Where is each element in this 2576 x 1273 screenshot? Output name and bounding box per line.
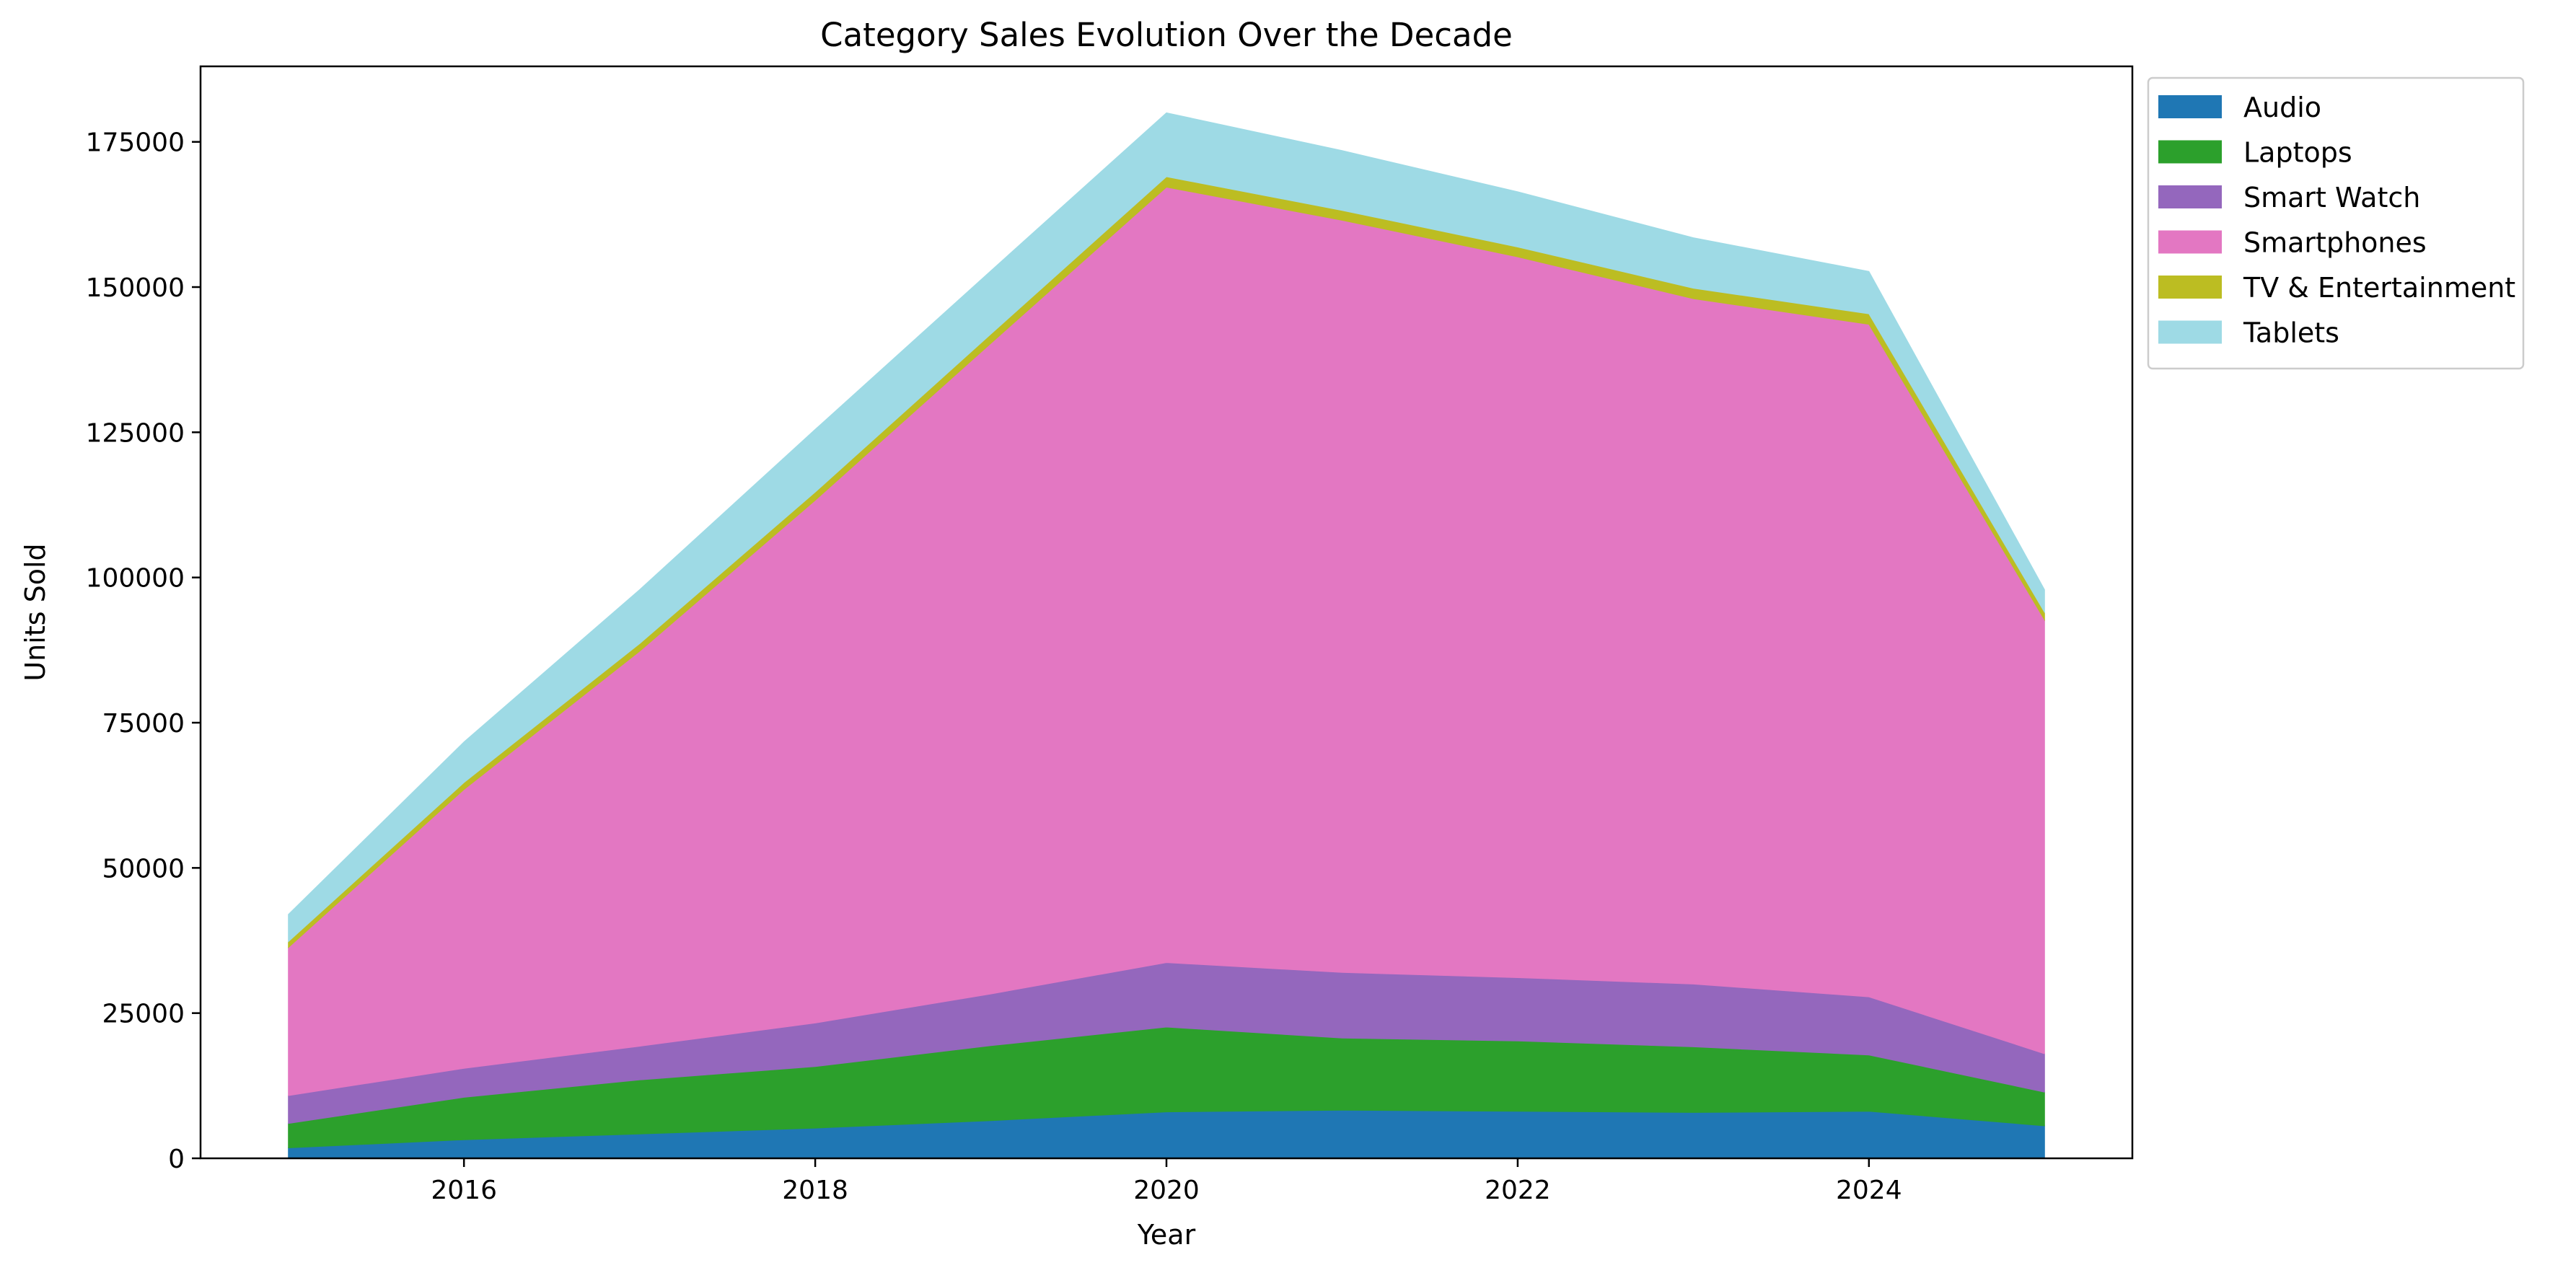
y-tick-label: 75000 xyxy=(102,709,185,739)
y-tick-label: 125000 xyxy=(86,418,185,448)
legend-label-tablets: Tablets xyxy=(2243,317,2339,349)
x-tick-label: 2018 xyxy=(782,1176,848,1205)
area-layers xyxy=(288,112,2045,1159)
legend-swatch-tablets xyxy=(2158,320,2222,344)
legend-swatch-smart-watch xyxy=(2158,185,2222,208)
x-axis: 2016 2018 2020 2022 2024 xyxy=(431,1158,1902,1205)
x-tick-label: 2016 xyxy=(431,1176,497,1205)
legend-swatch-smartphones xyxy=(2158,230,2222,254)
legend-frame xyxy=(2147,76,2525,370)
legend-label-smart-watch: Smart Watch xyxy=(2243,182,2420,213)
legend-label-tv-and-entertainment: TV & Entertainment xyxy=(2243,272,2515,304)
area-tablets xyxy=(288,112,2045,943)
x-axis-label: Year xyxy=(1137,1219,1196,1251)
y-tick-label: 0 xyxy=(168,1145,185,1174)
x-tick-label: 2022 xyxy=(1485,1176,1551,1205)
legend-label-audio: Audio xyxy=(2243,92,2321,123)
chart-title: Category Sales Evolution Over the Decade xyxy=(820,16,1513,54)
legend: Audio Laptops Smart Watch Smartphones TV & E… xyxy=(2147,76,2525,370)
y-tick-label: 25000 xyxy=(102,1000,185,1029)
x-tick-label: 2024 xyxy=(1836,1176,1902,1205)
y-tick-label: 150000 xyxy=(86,273,185,303)
y-tick-label: 175000 xyxy=(86,128,185,158)
x-tick-label: 2020 xyxy=(1133,1176,1200,1205)
y-tick-label: 100000 xyxy=(86,564,185,594)
legend-swatch-tv-and-entertainment xyxy=(2158,276,2222,299)
legend-swatch-laptops xyxy=(2158,140,2222,164)
legend-label-smartphones: Smartphones xyxy=(2243,227,2427,259)
y-axis: 0 25000 50000 75000 100000 125000 150000 175000 xyxy=(86,128,201,1174)
legend-swatch-audio xyxy=(2158,95,2222,118)
y-axis-label: Units Sold xyxy=(19,543,51,681)
legend-label-laptops: Laptops xyxy=(2243,137,2352,169)
y-tick-label: 50000 xyxy=(102,854,185,884)
